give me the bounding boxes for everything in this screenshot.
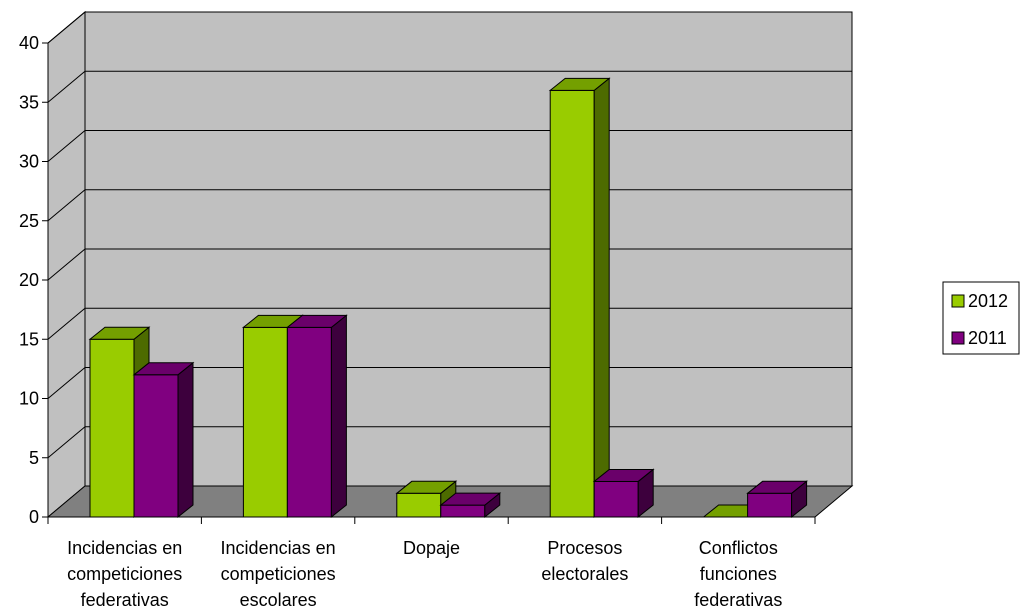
gridline [47, 11, 852, 44]
bar-front [440, 504, 486, 518]
bar-top [592, 468, 655, 482]
bar-front [242, 326, 288, 518]
category-label: Incidencias en competiciones escolares [221, 538, 336, 610]
category-label: Procesos electorales [541, 538, 628, 584]
bar-side [593, 77, 610, 519]
category-label: Dopaje [403, 538, 460, 558]
bar-2011-4 [592, 468, 655, 519]
bar-2011-1 [132, 361, 195, 519]
y-tick-label: 5 [29, 448, 39, 468]
bar-top [132, 362, 195, 376]
legend-label: 2012 [968, 291, 1008, 311]
legend-swatch [951, 331, 965, 345]
y-tick-label: 0 [29, 507, 39, 527]
bar-side [177, 361, 194, 519]
y-tick-label: 15 [19, 329, 39, 349]
bar-front [396, 492, 442, 518]
y-tick-label: 30 [19, 152, 39, 172]
bar-top [746, 480, 809, 494]
y-tick-label: 40 [19, 33, 39, 53]
bar-side [330, 314, 347, 519]
bar-front [549, 89, 595, 518]
legend: 2012 2011 [942, 281, 1020, 355]
bar-front [747, 492, 793, 518]
bar-top [439, 492, 502, 506]
y-tick-label: 25 [19, 211, 39, 231]
bar-front [593, 480, 639, 518]
bar-2012-4 [548, 77, 611, 519]
y-tick-label: 10 [19, 389, 39, 409]
bar-top [285, 314, 348, 328]
bar-top [395, 480, 458, 494]
bars [88, 77, 809, 519]
legend-swatch [951, 294, 965, 308]
bar-2011-5 [746, 480, 809, 519]
bar-front [286, 326, 332, 518]
bar-front [133, 374, 179, 518]
bar-top [88, 326, 151, 340]
bar-2011-2 [285, 314, 348, 519]
bar-2011-3 [439, 492, 502, 519]
y-tick-label: 20 [19, 270, 39, 290]
category-labels: Incidencias en competiciones federativas In… [67, 538, 782, 610]
y-tick-labels: 0 5 10 15 20 25 30 35 40 [19, 33, 39, 527]
gridline [47, 70, 852, 103]
y-tick-label: 35 [19, 92, 39, 112]
bar-top [548, 77, 611, 91]
category-label: Incidencias en competiciones federativas [67, 538, 182, 610]
category-label: Conflictos funciones federativas [694, 538, 782, 610]
legend-label: 2011 [968, 328, 1007, 348]
bar-front [89, 338, 135, 518]
